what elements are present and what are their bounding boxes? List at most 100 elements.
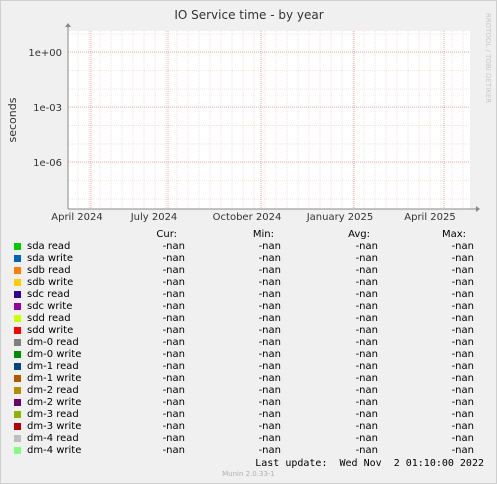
series-cur-value: -nan	[162, 409, 185, 420]
y-tick-label: 1e+00	[28, 48, 62, 59]
legend-swatch	[14, 387, 21, 394]
series-name: dm-0 write	[27, 349, 82, 360]
axes	[65, 23, 480, 212]
y-tick-label: 1e-06	[33, 158, 62, 169]
series-min-value: -nan	[258, 325, 281, 336]
series-min-value: -nan	[258, 301, 281, 312]
series-avg-value: -nan	[355, 241, 378, 252]
series-cur-value: -nan	[162, 337, 185, 348]
series-name: dm-3 read	[27, 409, 79, 420]
rrdtool-watermark: RRDTOOL / TOBI OETIKER	[484, 13, 492, 103]
series-min-value: -nan	[258, 289, 281, 300]
legend-swatch	[14, 435, 21, 442]
legend-row: sdb write -nan -nan -nan -nan	[1, 277, 496, 289]
series-name: dm-1 write	[27, 373, 82, 384]
series-max-value: -nan	[451, 385, 474, 396]
series-max-value: -nan	[451, 373, 474, 384]
series-name: sdd read	[27, 313, 71, 324]
series-cur-value: -nan	[162, 289, 185, 300]
legend-row: dm-2 read -nan -nan -nan -nan	[1, 385, 496, 397]
series-min-value: -nan	[258, 361, 281, 372]
y-tick-label: 1e-03	[33, 103, 62, 114]
series-min-value: -nan	[258, 277, 281, 288]
series-avg-value: -nan	[355, 373, 378, 384]
series-max-value: -nan	[451, 241, 474, 252]
series-min-value: -nan	[258, 409, 281, 420]
series-max-value: -nan	[451, 337, 474, 348]
series-name: dm-2 read	[27, 385, 79, 396]
legend-row: dm-2 write -nan -nan -nan -nan	[1, 397, 496, 409]
series-name: dm-4 write	[27, 445, 82, 456]
series-name: dm-3 write	[27, 421, 82, 432]
series-avg-value: -nan	[355, 433, 378, 444]
series-max-value: -nan	[451, 289, 474, 300]
series-cur-value: -nan	[162, 313, 185, 324]
header-max: Max:	[441, 229, 466, 240]
series-avg-value: -nan	[355, 301, 378, 312]
series-cur-value: -nan	[162, 253, 185, 264]
series-name: dm-1 read	[27, 361, 79, 372]
series-cur-value: -nan	[162, 445, 185, 456]
legend-row: sda read -nan -nan -nan -nan	[1, 241, 496, 253]
series-max-value: -nan	[451, 301, 474, 312]
series-cur-value: -nan	[162, 433, 185, 444]
series-min-value: -nan	[258, 433, 281, 444]
series-min-value: -nan	[258, 373, 281, 384]
series-avg-value: -nan	[355, 445, 378, 456]
series-max-value: -nan	[451, 433, 474, 444]
series-min-value: -nan	[258, 349, 281, 360]
legend-swatch	[14, 327, 21, 334]
series-name: sda write	[27, 253, 74, 264]
y-axis-arrow	[65, 23, 71, 27]
series-min-value: -nan	[258, 253, 281, 264]
series-cur-value: -nan	[162, 277, 185, 288]
legend-swatch	[14, 363, 21, 370]
series-avg-value: -nan	[355, 289, 378, 300]
legend-row: sdc write -nan -nan -nan -nan	[1, 301, 496, 313]
series-cur-value: -nan	[162, 397, 185, 408]
series-max-value: -nan	[451, 313, 474, 324]
series-min-value: -nan	[258, 397, 281, 408]
legend-swatch	[14, 375, 21, 382]
legend-row: dm-1 read -nan -nan -nan -nan	[1, 361, 496, 373]
legend-swatch	[14, 351, 21, 358]
series-cur-value: -nan	[162, 301, 185, 312]
header-cur: Cur:	[156, 229, 177, 240]
series-max-value: -nan	[451, 325, 474, 336]
series-min-value: -nan	[258, 421, 281, 432]
series-max-value: -nan	[451, 361, 474, 372]
legend-row: sdb read -nan -nan -nan -nan	[1, 265, 496, 277]
legend-row: dm-4 write -nan -nan -nan -nan	[1, 445, 496, 457]
legend-swatch	[14, 315, 21, 322]
legend-swatch	[14, 399, 21, 406]
legend-swatch	[14, 243, 21, 250]
series-avg-value: -nan	[355, 253, 378, 264]
series-cur-value: -nan	[162, 373, 185, 384]
series-min-value: -nan	[258, 241, 281, 252]
legend-row: dm-4 read -nan -nan -nan -nan	[1, 433, 496, 445]
series-min-value: -nan	[258, 445, 281, 456]
legend-row: dm-0 write -nan -nan -nan -nan	[1, 349, 496, 361]
series-max-value: -nan	[451, 253, 474, 264]
series-name: dm-0 read	[27, 337, 79, 348]
series-name: dm-4 read	[27, 433, 79, 444]
last-update: Last update: Wed Nov 2 01:10:00 2022	[255, 458, 484, 469]
series-name: sdb write	[27, 277, 74, 288]
legend-row: dm-1 write -nan -nan -nan -nan	[1, 373, 496, 385]
legend-row: dm-3 write -nan -nan -nan -nan	[1, 421, 496, 433]
series-avg-value: -nan	[355, 349, 378, 360]
series-max-value: -nan	[451, 421, 474, 432]
legend-swatch	[14, 303, 21, 310]
legend-swatch	[14, 423, 21, 430]
series-max-value: -nan	[451, 445, 474, 456]
series-name: dm-2 write	[27, 397, 82, 408]
x-tick-labels: April 2024 July 2024 October 2024 January 2…	[51, 212, 455, 223]
series-avg-value: -nan	[355, 397, 378, 408]
legend-row: dm-0 read -nan -nan -nan -nan	[1, 337, 496, 349]
chart-title: IO Service time - by year	[174, 8, 323, 22]
x-tick-label: January 2025	[306, 212, 374, 223]
series-cur-value: -nan	[162, 385, 185, 396]
x-axis-arrow	[476, 206, 480, 212]
